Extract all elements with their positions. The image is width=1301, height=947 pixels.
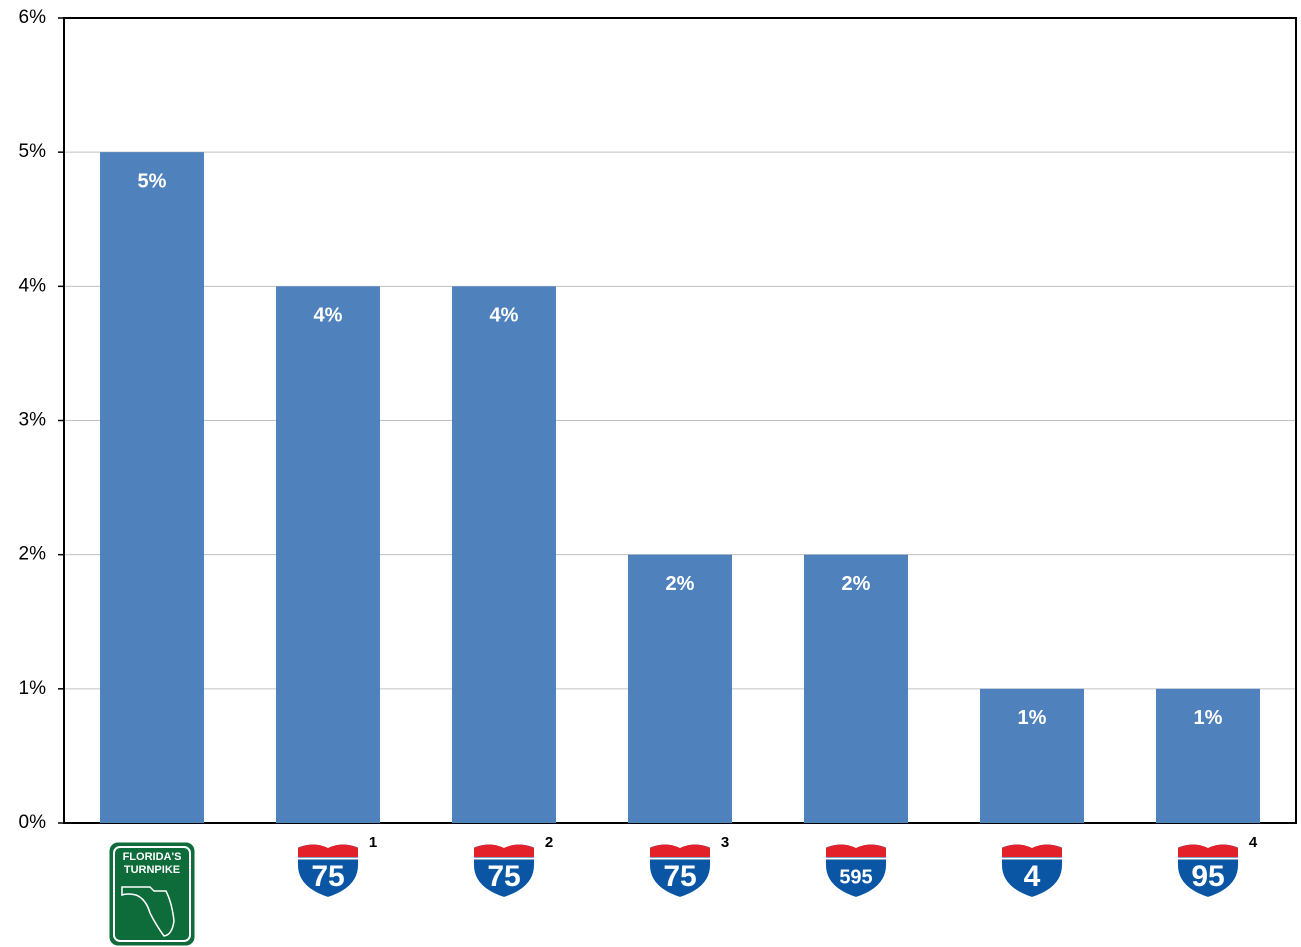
interstate-shield: 75 — [296, 842, 360, 900]
y-tick-label: 1% — [19, 678, 47, 699]
y-tick-label: 3% — [19, 410, 47, 431]
florida-outline — [121, 886, 175, 937]
x-tick-label: 75 — [311, 860, 344, 893]
x-tick-label: 75 — [663, 860, 696, 893]
bar — [276, 286, 380, 823]
shield-body — [648, 842, 712, 900]
value-label: 4% — [490, 305, 519, 327]
shield-body — [1176, 842, 1240, 900]
shield-top — [1002, 844, 1062, 857]
shield-top — [826, 844, 886, 857]
interstate-shield: 75 — [648, 842, 712, 900]
shield-body — [296, 842, 360, 900]
value-label: 5% — [138, 170, 167, 192]
bar — [452, 286, 556, 823]
value-label: 2% — [842, 573, 871, 595]
label-box: FLORIDA'S TURNPIKE — [122, 851, 182, 876]
shield-top — [1178, 844, 1238, 857]
y-tick-label: 4% — [19, 275, 47, 296]
y-tick-label: 5% — [19, 141, 47, 162]
shield-body — [824, 842, 888, 900]
interstate-shield: 4 — [1000, 842, 1064, 900]
footnote-marker: 3 — [721, 834, 729, 851]
bar — [628, 554, 732, 823]
shield-body — [109, 842, 195, 946]
shield-body — [1000, 842, 1064, 900]
x-tick-label: FLORIDA'S TURNPIKE — [122, 851, 182, 876]
interstate-shield: 95 — [1176, 842, 1240, 900]
bar — [1156, 688, 1260, 823]
shield-top — [298, 844, 358, 857]
x-tick-label: 4 — [1024, 860, 1041, 893]
shield-body — [472, 842, 536, 900]
footnote-marker: 1 — [369, 834, 377, 851]
bar — [100, 152, 204, 823]
shield-top — [650, 844, 710, 857]
shield-border — [113, 846, 191, 942]
y-tick-label: 6% — [19, 7, 47, 28]
footnote-marker: 4 — [1249, 834, 1258, 851]
y-tick-label: 2% — [19, 544, 47, 565]
interstate-shield: 595 — [824, 842, 888, 900]
bar — [980, 688, 1084, 823]
y-tick-label: 0% — [19, 812, 47, 833]
x-tick-label: 75 — [487, 860, 520, 893]
value-label: 1% — [1018, 707, 1047, 729]
value-label: 2% — [666, 573, 695, 595]
x-tick-label: 95 — [1191, 860, 1224, 893]
x-tick-label: 595 — [839, 866, 872, 888]
value-label: 1% — [1194, 707, 1223, 729]
interstate-shield: 75 — [472, 842, 536, 900]
shield-top — [474, 844, 534, 857]
turnpike-shield: FLORIDA'S TURNPIKE — [109, 842, 195, 946]
bar — [804, 554, 908, 823]
footnote-marker: 2 — [545, 834, 553, 851]
value-label: 4% — [314, 305, 343, 327]
